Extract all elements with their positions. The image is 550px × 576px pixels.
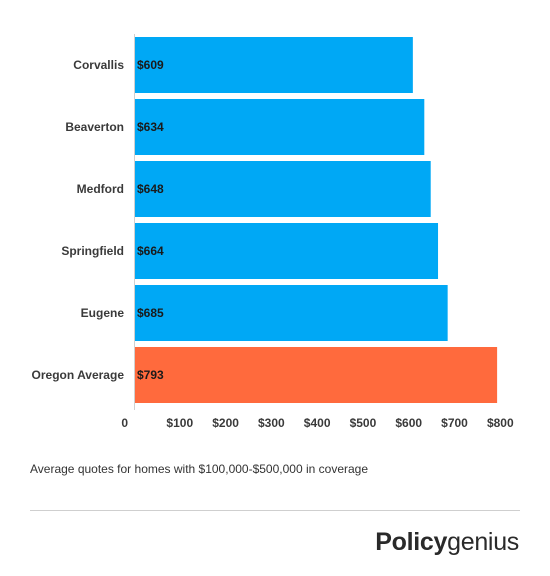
- category-label: Medford: [77, 182, 124, 196]
- x-tick-label: $500: [350, 416, 377, 430]
- x-tick-label: $400: [304, 416, 331, 430]
- category-label: Corvallis: [73, 58, 124, 72]
- category-label: Springfield: [61, 244, 124, 258]
- bar-springfield: [135, 223, 439, 279]
- bar-chart-svg: $609 Corvallis $634 Beaverton $648 Medford $66…: [32, 34, 514, 430]
- policygenius-logo: Policygenius: [375, 528, 519, 557]
- logo-light-text: genius: [447, 528, 519, 556]
- x-tick-label: $800: [487, 416, 514, 430]
- bar-value-label: $793: [137, 368, 164, 382]
- bar-corvallis: [135, 37, 413, 93]
- bar-value-label: $685: [137, 306, 164, 320]
- bar-value-label: $648: [137, 182, 164, 196]
- x-tick-label: $300: [258, 416, 285, 430]
- bar-value-label: $609: [137, 58, 164, 72]
- category-label: Oregon Average: [32, 368, 125, 382]
- x-tick-label: $600: [395, 416, 422, 430]
- chart: $609 Corvallis $634 Beaverton $648 Medford $66…: [32, 34, 514, 430]
- x-tick-label: $700: [441, 416, 468, 430]
- category-label: Eugene: [81, 306, 125, 320]
- x-tick-label: 0: [121, 416, 128, 430]
- bar-oregon-average: [135, 347, 498, 403]
- logo-bold-text: Policy: [375, 528, 448, 556]
- chart-caption: Average quotes for homes with $100,000-$…: [30, 462, 369, 476]
- bar-value-label: $634: [137, 120, 164, 134]
- divider: [30, 510, 520, 511]
- bar-beaverton: [135, 99, 425, 155]
- bar-medford: [135, 161, 431, 217]
- bar-value-label: $664: [137, 244, 164, 258]
- category-label: Beaverton: [65, 120, 124, 134]
- x-tick-label: $100: [166, 416, 193, 430]
- bar-eugene: [135, 285, 448, 341]
- x-tick-label: $200: [212, 416, 239, 430]
